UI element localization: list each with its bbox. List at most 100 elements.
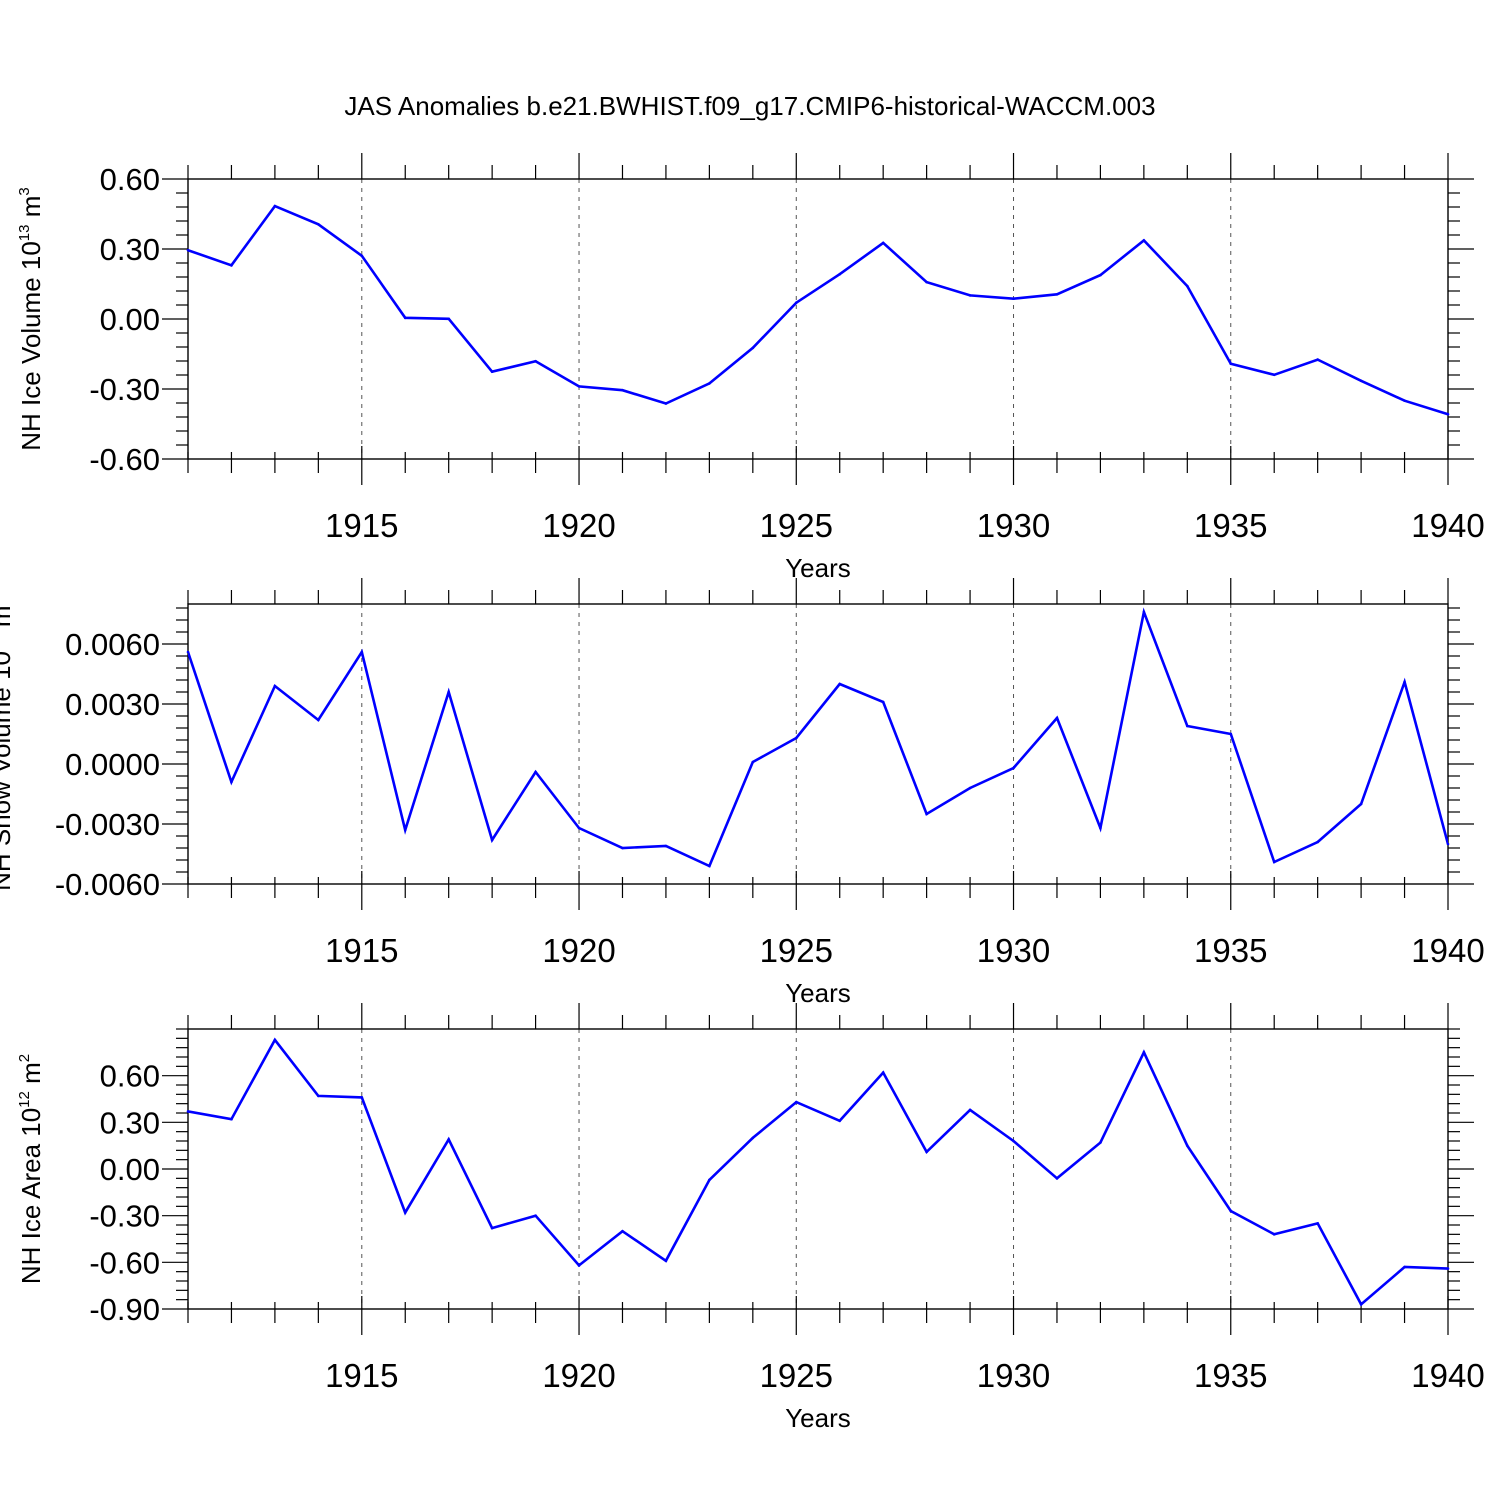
data-point	[230, 264, 233, 267]
data-point	[1055, 292, 1059, 296]
plot-frame	[187, 178, 1449, 460]
data-point	[1272, 373, 1276, 377]
data-point	[1403, 1265, 1406, 1269]
data-point	[490, 370, 494, 374]
data-point	[881, 241, 885, 245]
data-point	[1359, 802, 1363, 806]
chart-panel-2: -0.0060 -0.0030 0.0000 0.0030 0.0060 1915 1920…	[0, 578, 1485, 1008]
y-tick-label: -0.30	[89, 372, 160, 407]
data-point	[794, 736, 798, 740]
data-point	[1446, 1267, 1450, 1270]
x-axis-label: Years	[785, 553, 851, 583]
data-point	[925, 812, 928, 816]
data-point	[360, 650, 364, 654]
data-point	[403, 316, 407, 320]
data-point	[403, 1211, 407, 1214]
data-point	[968, 1108, 972, 1112]
data-point	[1229, 362, 1233, 366]
data-point	[838, 682, 842, 686]
x-tick-label: 1925	[760, 1357, 833, 1394]
x-tick-label: 1925	[760, 932, 833, 969]
data-point	[1272, 860, 1276, 864]
figure-title: JAS Anomalies b.e21.BWHIST.f09_g17.CMIP6…	[344, 91, 1155, 121]
data-point	[317, 718, 320, 722]
data-point	[1316, 358, 1319, 361]
y-tick-label: -0.30	[89, 1199, 160, 1234]
data-point	[1055, 716, 1059, 720]
x-axis-label: Years	[785, 1403, 851, 1433]
data-point	[925, 1150, 928, 1154]
data-point	[794, 301, 798, 304]
y-tick-label: 0.00	[100, 302, 160, 337]
data-point	[1142, 610, 1146, 614]
data-point	[360, 254, 364, 258]
data-point	[534, 770, 537, 774]
data-point	[881, 700, 885, 704]
data-point	[1012, 297, 1015, 301]
data-point	[1012, 766, 1015, 770]
data-point	[230, 1117, 233, 1121]
x-tick-label: 1940	[1411, 507, 1484, 544]
data-point	[708, 864, 711, 868]
data-point	[1186, 1144, 1189, 1147]
data-point	[925, 280, 928, 284]
x-tick-label: 1935	[1194, 1357, 1267, 1394]
data-point	[1186, 724, 1189, 728]
y-tick-label: 0.0030	[65, 687, 160, 722]
data-point	[751, 1136, 755, 1140]
y-tick-label: -0.60	[89, 1245, 160, 1280]
data-point	[186, 1110, 190, 1113]
y-tick-label: 0.60	[100, 162, 160, 197]
data-point	[1272, 1233, 1276, 1236]
series-line	[188, 1037, 1448, 1307]
y-tick-label: 0.30	[100, 232, 160, 267]
data-point	[1359, 1303, 1363, 1306]
x-tick-label: 1930	[977, 507, 1050, 544]
data-point	[490, 838, 494, 842]
data-point	[1186, 284, 1189, 288]
data-point	[1316, 1222, 1319, 1225]
y-tick-label: 0.00	[100, 1152, 160, 1187]
data-point	[273, 1038, 277, 1042]
data-point	[534, 1214, 537, 1217]
data-point	[1359, 379, 1363, 383]
data-point	[1229, 732, 1233, 736]
y-axis-label: NH Ice Volume 1013 m3	[16, 187, 46, 450]
data-point	[1012, 1139, 1015, 1143]
data-point	[317, 1094, 320, 1098]
x-tick-label: 1920	[542, 507, 615, 544]
y-tick-label: -0.60	[89, 442, 160, 477]
data-point	[621, 846, 624, 850]
y-axis-label: NH Ice Area 1012 m2	[16, 1054, 46, 1284]
data-point	[577, 385, 581, 388]
data-point	[577, 1264, 581, 1267]
y-tick-label: 0.30	[100, 1105, 160, 1140]
data-point	[186, 248, 190, 252]
data-point	[447, 1138, 450, 1141]
y-tick-label: -0.0060	[55, 867, 160, 902]
data-point	[577, 826, 581, 830]
y-axis-label: NH Snow Volume 1013 m3	[0, 597, 16, 891]
plot-frame	[187, 603, 1449, 885]
x-tick-label: 1915	[325, 507, 398, 544]
data-point	[751, 346, 755, 350]
y-tick-label: -0.90	[89, 1292, 160, 1327]
data-point	[403, 828, 407, 832]
data-point	[1446, 412, 1450, 416]
chart-panel-3: -0.90 -0.60 -0.30 0.00 0.30 0.60 1915 1920 1925 1…	[16, 1003, 1485, 1433]
data-point	[186, 650, 190, 654]
data-point	[621, 388, 624, 392]
data-point	[794, 1100, 798, 1104]
x-tick-label: 1925	[760, 507, 833, 544]
data-point	[1446, 842, 1450, 846]
chart-panel-1: -0.60 -0.30 0.00 0.30 0.60 1915 1920 1925 1930 19…	[16, 153, 1485, 583]
data-point	[534, 359, 537, 363]
data-point	[751, 760, 755, 764]
data-point	[1142, 239, 1146, 242]
data-point	[621, 1229, 624, 1233]
data-point	[1099, 273, 1102, 277]
data-point	[317, 222, 320, 226]
x-tick-label: 1920	[542, 932, 615, 969]
data-point	[273, 684, 277, 688]
series-line	[188, 607, 1448, 868]
